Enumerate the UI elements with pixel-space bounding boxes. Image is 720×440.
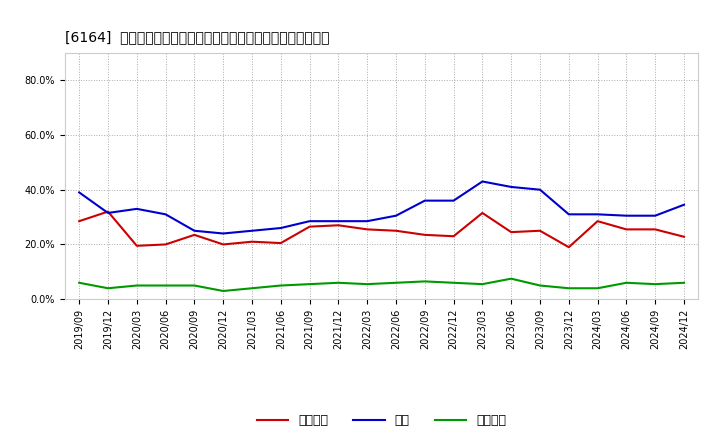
買入債務 — [622, 280, 631, 286]
在庫 — [132, 206, 141, 212]
売上債権 — [305, 224, 314, 229]
買入債務 — [132, 283, 141, 288]
買入債務 — [219, 288, 228, 293]
売上債権 — [219, 242, 228, 247]
Line: 在庫: 在庫 — [79, 181, 684, 234]
売上債権 — [651, 227, 660, 232]
買入債務 — [334, 280, 343, 286]
買入債務 — [276, 283, 285, 288]
在庫 — [334, 219, 343, 224]
在庫 — [305, 219, 314, 224]
在庫 — [276, 225, 285, 231]
売上債権 — [507, 230, 516, 235]
売上債権 — [420, 232, 429, 238]
売上債権 — [564, 245, 573, 250]
Line: 買入債務: 買入債務 — [79, 279, 684, 291]
売上債権 — [161, 242, 170, 247]
買入債務 — [478, 282, 487, 287]
買入債務 — [593, 286, 602, 291]
売上債権 — [334, 223, 343, 228]
買入債務 — [536, 283, 544, 288]
売上債権 — [536, 228, 544, 233]
在庫 — [161, 212, 170, 217]
売上債権 — [190, 232, 199, 238]
在庫 — [564, 212, 573, 217]
買入債務 — [507, 276, 516, 281]
在庫 — [507, 184, 516, 190]
買入債務 — [420, 279, 429, 284]
売上債権 — [392, 228, 400, 233]
在庫 — [75, 190, 84, 195]
在庫 — [392, 213, 400, 218]
売上債権 — [132, 243, 141, 249]
Text: [6164]  売上債権、在庫、買入債務の総資産に対する比率の推移: [6164] 売上債権、在庫、買入債務の総資産に対する比率の推移 — [65, 31, 329, 45]
在庫 — [680, 202, 688, 207]
買入債務 — [248, 286, 256, 291]
在庫 — [622, 213, 631, 218]
Legend: 売上債権, 在庫, 買入債務: 売上債権, 在庫, 買入債務 — [252, 409, 511, 432]
在庫 — [478, 179, 487, 184]
買入債務 — [363, 282, 372, 287]
在庫 — [363, 219, 372, 224]
売上債権 — [680, 234, 688, 239]
在庫 — [593, 212, 602, 217]
買入債務 — [564, 286, 573, 291]
在庫 — [536, 187, 544, 192]
買入債務 — [680, 280, 688, 286]
売上債権 — [363, 227, 372, 232]
売上債権 — [622, 227, 631, 232]
買入債務 — [190, 283, 199, 288]
買入債務 — [449, 280, 458, 286]
売上債権 — [248, 239, 256, 244]
在庫 — [248, 228, 256, 233]
在庫 — [420, 198, 429, 203]
Line: 売上債権: 売上債権 — [79, 212, 684, 247]
買入債務 — [161, 283, 170, 288]
売上債権 — [276, 240, 285, 246]
買入債務 — [75, 280, 84, 286]
売上債権 — [478, 210, 487, 216]
在庫 — [104, 210, 112, 216]
売上債権 — [449, 234, 458, 239]
売上債権 — [104, 209, 112, 214]
在庫 — [190, 228, 199, 233]
在庫 — [219, 231, 228, 236]
買入債務 — [651, 282, 660, 287]
在庫 — [449, 198, 458, 203]
売上債権 — [75, 219, 84, 224]
買入債務 — [392, 280, 400, 286]
買入債務 — [104, 286, 112, 291]
売上債権 — [593, 219, 602, 224]
在庫 — [651, 213, 660, 218]
買入債務 — [305, 282, 314, 287]
